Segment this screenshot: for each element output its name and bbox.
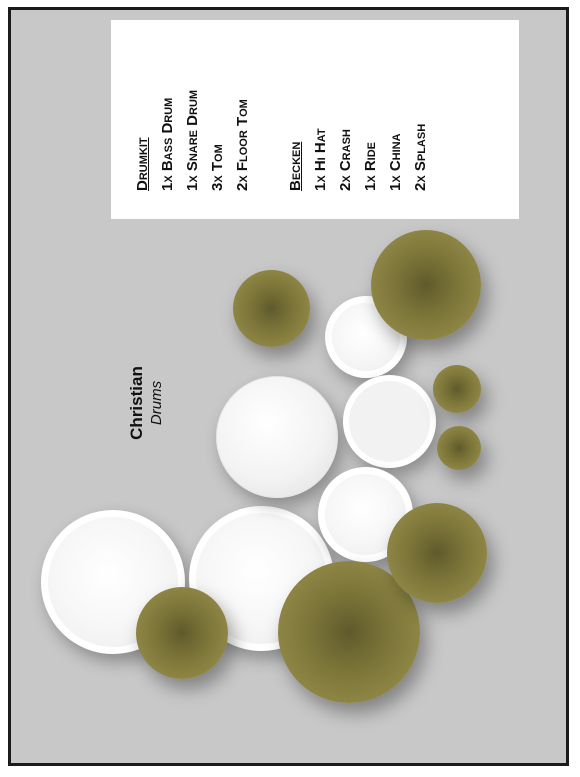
legend-item-ride: 1x Ride — [362, 141, 379, 191]
tom-2 — [343, 375, 436, 468]
legend-item-china: 1x China — [387, 133, 404, 191]
drumkit-heading: Drumkit — [134, 137, 151, 191]
legend-item-splash: 2x Splash — [412, 123, 429, 191]
legend-item-bass-drum: 1x Bass Drum — [159, 97, 176, 191]
china-cymbal — [387, 503, 487, 603]
tom-1 — [325, 296, 407, 378]
ride-cymbal — [278, 561, 420, 703]
player-instrument: Drums — [148, 380, 165, 426]
player-label: Christian Drums — [127, 348, 237, 440]
legend-item-floor-tom: 2x Floor Tom — [234, 99, 251, 191]
splash-cymbal-2 — [437, 426, 481, 470]
legend-item-crash: 2x Crash — [337, 129, 354, 191]
legend-item-tom: 3x Tom — [209, 144, 226, 191]
legend-item-snare-drum: 1x Snare Drum — [184, 89, 201, 191]
crash-cymbal-1 — [136, 587, 228, 679]
legend-item-hi-hat: 1x Hi Hat — [312, 128, 329, 191]
drum-layout-diagram: Drumkit 1x Bass Drum 1x Snare Drum 3x To… — [8, 7, 569, 766]
crash-cymbal-2 — [371, 230, 481, 340]
cymbals-heading: Becken — [287, 141, 304, 191]
instrument-legend: Drumkit 1x Bass Drum 1x Snare Drum 3x To… — [111, 20, 519, 219]
splash-cymbal-1 — [433, 365, 481, 413]
floor-tom-1 — [41, 510, 185, 654]
player-name: Christian — [127, 366, 146, 440]
bass-drum — [216, 376, 338, 498]
hi-hat-cymbal — [233, 270, 310, 347]
